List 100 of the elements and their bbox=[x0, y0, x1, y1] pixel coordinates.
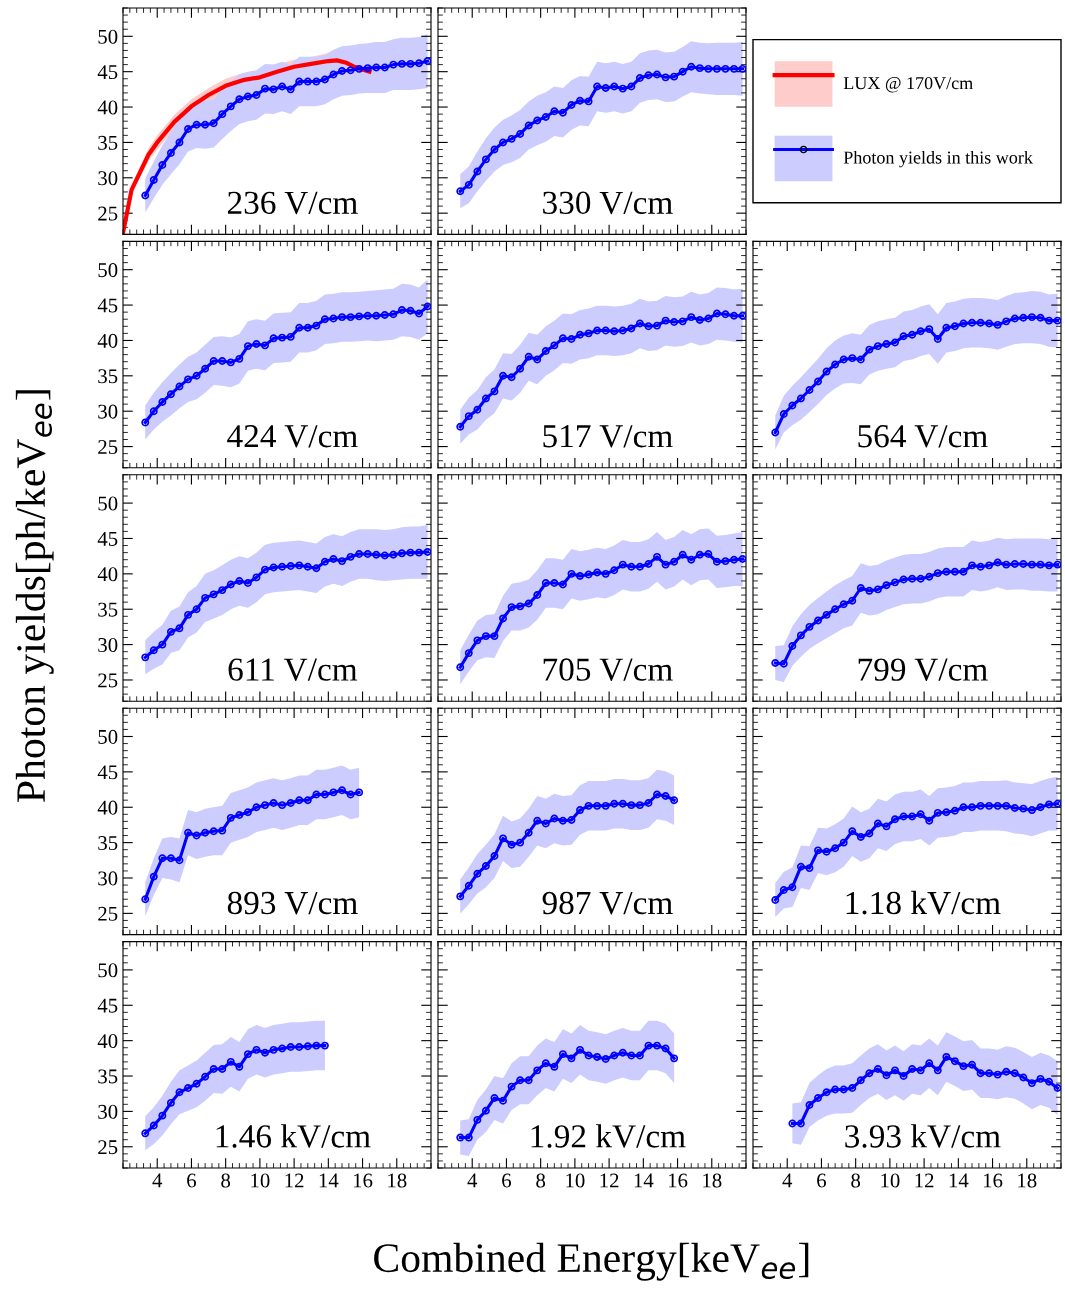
point bbox=[261, 341, 269, 350]
point bbox=[730, 311, 738, 320]
point bbox=[704, 64, 713, 73]
point bbox=[397, 306, 406, 314]
point bbox=[576, 1045, 584, 1054]
point bbox=[856, 833, 865, 841]
point bbox=[243, 808, 252, 817]
point bbox=[524, 121, 533, 130]
point bbox=[1010, 559, 1019, 568]
point bbox=[226, 813, 235, 822]
point bbox=[1045, 561, 1053, 570]
point bbox=[882, 822, 891, 831]
point bbox=[865, 345, 874, 354]
point bbox=[576, 572, 584, 580]
point bbox=[695, 315, 704, 324]
y-tick-label: 35 bbox=[98, 602, 118, 617]
point bbox=[950, 567, 959, 576]
point bbox=[541, 347, 550, 356]
annotation: 236 V/cm bbox=[227, 191, 358, 215]
point bbox=[252, 1045, 261, 1054]
point bbox=[899, 1072, 908, 1080]
point bbox=[976, 318, 985, 327]
point bbox=[1002, 560, 1011, 569]
point bbox=[1045, 316, 1053, 325]
x-tick-label: 18 bbox=[1018, 1173, 1037, 1188]
point bbox=[473, 405, 482, 414]
point bbox=[338, 786, 346, 795]
point bbox=[456, 663, 465, 672]
point bbox=[882, 340, 891, 348]
point bbox=[848, 596, 857, 605]
point bbox=[329, 70, 338, 79]
point bbox=[558, 1050, 567, 1059]
point bbox=[415, 309, 423, 318]
point bbox=[226, 1057, 235, 1066]
annotation: 893 V/cm bbox=[227, 891, 358, 915]
point bbox=[993, 1070, 1002, 1079]
point bbox=[712, 557, 721, 566]
point bbox=[184, 610, 192, 619]
point bbox=[959, 1062, 968, 1071]
point bbox=[507, 603, 516, 612]
y-tick-label: 45 bbox=[97, 65, 118, 80]
x-tick-label: 4 bbox=[782, 1173, 793, 1188]
point bbox=[329, 788, 338, 797]
point bbox=[933, 1066, 942, 1075]
point bbox=[891, 1066, 899, 1075]
point bbox=[550, 579, 559, 588]
point bbox=[865, 586, 874, 595]
point bbox=[286, 799, 295, 807]
y-tick-label: 35 bbox=[98, 1069, 118, 1084]
point bbox=[209, 119, 218, 128]
point bbox=[796, 631, 805, 640]
point bbox=[593, 326, 602, 335]
point bbox=[423, 57, 431, 66]
point bbox=[601, 801, 610, 810]
point bbox=[235, 576, 244, 585]
point bbox=[295, 796, 304, 805]
point bbox=[175, 624, 184, 633]
x-tick-label: 16 bbox=[983, 1173, 1003, 1188]
y-tick-label: 50 bbox=[98, 263, 118, 278]
point bbox=[985, 801, 994, 810]
annotation: 3.93 kV/cm bbox=[845, 1124, 1001, 1148]
point bbox=[584, 1051, 593, 1060]
point bbox=[670, 72, 679, 81]
point bbox=[158, 640, 167, 649]
y-tick-label: 40 bbox=[97, 800, 118, 815]
point bbox=[976, 1069, 985, 1078]
point bbox=[653, 790, 661, 799]
point bbox=[721, 557, 730, 566]
point bbox=[814, 1093, 822, 1102]
point bbox=[473, 1115, 482, 1124]
point bbox=[380, 63, 389, 72]
point bbox=[968, 561, 976, 570]
point bbox=[389, 550, 398, 559]
point bbox=[380, 551, 389, 560]
point bbox=[261, 1048, 269, 1057]
x-tick-label: 18 bbox=[388, 1173, 407, 1188]
point bbox=[541, 819, 550, 828]
point bbox=[627, 324, 636, 333]
point bbox=[916, 1066, 925, 1075]
point bbox=[141, 418, 150, 427]
point bbox=[423, 302, 431, 311]
point bbox=[618, 799, 627, 808]
point bbox=[464, 1133, 473, 1142]
y-tick-label: 40 bbox=[97, 567, 118, 582]
point bbox=[822, 610, 831, 619]
point bbox=[235, 811, 244, 819]
point bbox=[1027, 313, 1036, 322]
point bbox=[320, 557, 329, 566]
point bbox=[149, 407, 158, 416]
point bbox=[848, 827, 857, 836]
annotation: 564 V/cm bbox=[858, 425, 988, 448]
point bbox=[473, 636, 482, 645]
point bbox=[822, 1088, 831, 1097]
point bbox=[490, 632, 499, 641]
point bbox=[661, 316, 670, 325]
point bbox=[243, 342, 252, 351]
point bbox=[985, 319, 994, 328]
point bbox=[303, 796, 312, 805]
y-tick-label: 45 bbox=[97, 765, 118, 780]
point bbox=[567, 1054, 576, 1063]
